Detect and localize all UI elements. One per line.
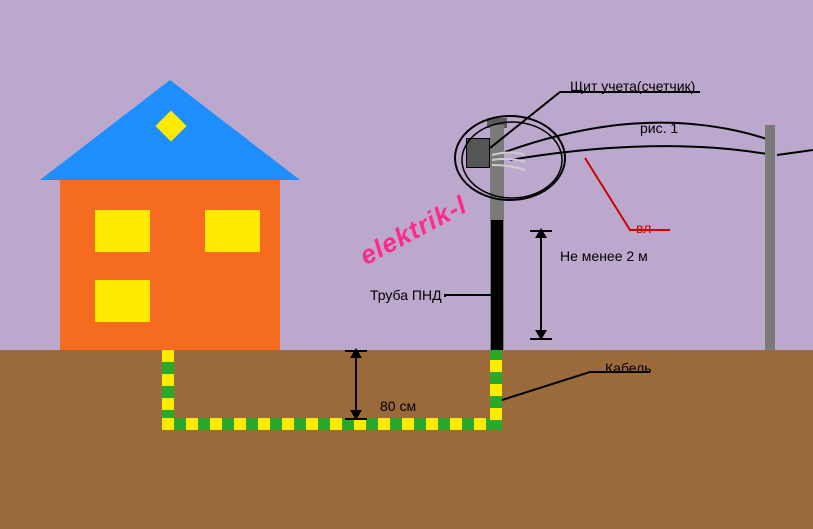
cable-segment bbox=[318, 418, 330, 430]
label-meter: Щит учета(счетчик) bbox=[570, 78, 695, 94]
utility-pole bbox=[765, 125, 775, 350]
dimension-tick bbox=[530, 338, 552, 340]
house-window bbox=[95, 280, 150, 322]
cable-segment bbox=[174, 418, 186, 430]
label-cable: Кабель bbox=[605, 360, 652, 376]
cable-segment bbox=[490, 396, 502, 408]
cable-segment bbox=[210, 418, 222, 430]
ground-region bbox=[0, 350, 813, 529]
hdpe-pipe bbox=[491, 220, 503, 350]
dimension-line bbox=[355, 350, 357, 418]
label-pipe: Труба ПНД bbox=[370, 287, 442, 303]
dimension-line bbox=[540, 230, 542, 338]
cable-segment bbox=[390, 418, 402, 430]
house-body bbox=[60, 180, 280, 350]
label-depth: 80 см bbox=[380, 398, 416, 414]
cable-segment bbox=[186, 418, 198, 430]
cable-segment bbox=[198, 418, 210, 430]
dimension-tick bbox=[345, 418, 367, 420]
cable-segment bbox=[474, 418, 486, 430]
label-height-min: Не менее 2 м bbox=[560, 248, 648, 264]
cable-segment bbox=[246, 418, 258, 430]
cable-segment bbox=[330, 418, 342, 430]
dimension-tick bbox=[530, 230, 552, 232]
house-window bbox=[95, 210, 150, 252]
cable-segment bbox=[490, 360, 502, 372]
house-window bbox=[205, 210, 260, 252]
cable-segment bbox=[490, 408, 502, 420]
cable-segment bbox=[294, 418, 306, 430]
cable-segment bbox=[426, 418, 438, 430]
label-vl: вл bbox=[636, 220, 651, 236]
cable-segment bbox=[450, 418, 462, 430]
cable-segment bbox=[306, 418, 318, 430]
cable-segment bbox=[162, 418, 174, 430]
cable-segment bbox=[162, 374, 174, 386]
dimension-tick bbox=[345, 350, 367, 352]
cable-segment bbox=[366, 418, 378, 430]
cable-segment bbox=[462, 418, 474, 430]
diagram-canvas: Щит учета(счетчик) рис. 1 вл Не менее 2 … bbox=[0, 0, 813, 529]
cable-segment bbox=[414, 418, 426, 430]
cable-segment bbox=[490, 420, 502, 430]
cable-segment bbox=[222, 418, 234, 430]
cable-segment bbox=[162, 386, 174, 398]
cable-segment bbox=[270, 418, 282, 430]
cable-segment bbox=[162, 350, 174, 362]
cable-segment bbox=[162, 398, 174, 410]
cable-segment bbox=[258, 418, 270, 430]
cable-segment bbox=[162, 362, 174, 374]
cable-segment bbox=[490, 372, 502, 384]
cable-segment bbox=[378, 418, 390, 430]
label-figure: рис. 1 bbox=[640, 120, 678, 136]
cable-segment bbox=[490, 384, 502, 396]
cable-segment bbox=[282, 418, 294, 430]
meter-box bbox=[466, 138, 490, 168]
cable-segment bbox=[234, 418, 246, 430]
cable-segment bbox=[438, 418, 450, 430]
cable-segment bbox=[402, 418, 414, 430]
